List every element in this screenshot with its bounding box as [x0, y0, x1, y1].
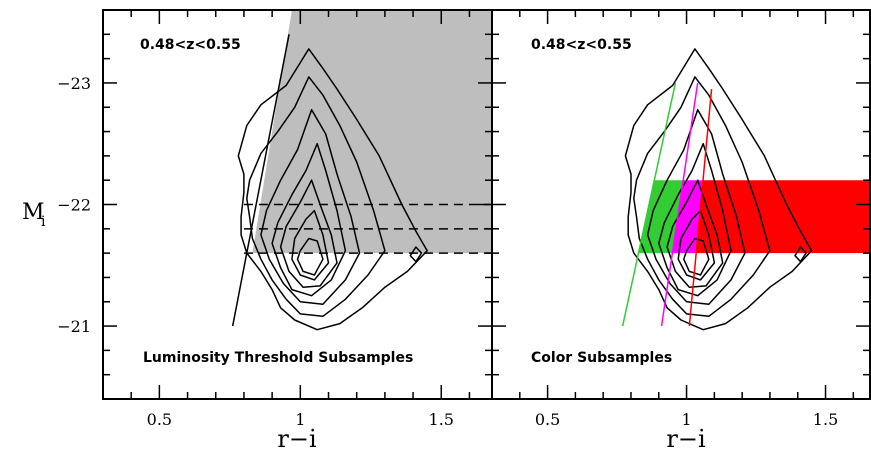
density-contour-level-7: [296, 237, 324, 276]
x-tick-label: 0.5: [147, 410, 172, 429]
left-subsample-label: Luminosity Threshold Subsamples: [143, 350, 413, 366]
density-contour-level-5: [279, 179, 338, 288]
red-color-band: [696, 180, 870, 254]
x-tick-label: 1: [295, 410, 305, 429]
density-contour-level-3: [260, 108, 361, 305]
right-subsample-label: Color Subsamples: [531, 350, 672, 366]
y-tick-label: −22: [57, 196, 91, 215]
green-color-band: [638, 180, 684, 254]
right-panel: 0.5 1 1.5: [491, 9, 871, 429]
left-x-axis-title: r−i: [277, 425, 317, 453]
density-contour-level-4: [271, 142, 347, 297]
y-tick-label: −23: [57, 74, 91, 93]
density-contour-level-6: [677, 209, 716, 281]
x-tick-label: 1.5: [429, 410, 454, 429]
density-contour-level-6: [291, 209, 330, 281]
magenta-color-cut-line: [660, 82, 699, 327]
right-x-axis-title: r−i: [666, 425, 706, 453]
panel-plot-area: [621, 48, 870, 331]
density-contour-level-1: [624, 48, 813, 331]
right-redshift-label: 0.48<z<0.55: [531, 37, 632, 53]
red-color-cut-line: [688, 88, 713, 327]
y-axis-title: M: [22, 200, 45, 225]
density-contour-level-8: [794, 246, 807, 263]
x-tick-label: 1: [681, 410, 691, 429]
magenta-color-band: [672, 180, 703, 254]
density-contour-level-2: [246, 76, 386, 318]
x-tick-label: 1.5: [813, 410, 838, 429]
density-contour-level-3: [646, 108, 746, 305]
density-contour-level-5: [666, 179, 724, 288]
color-cut-line: [231, 34, 290, 327]
y-tick-label: −21: [57, 317, 91, 336]
x-tick-label: 0.5: [535, 410, 560, 429]
left-redshift-label: 0.48<z<0.55: [140, 37, 241, 53]
luminosity-shaded-region: [252, 10, 492, 254]
density-contour-level-4: [658, 142, 732, 297]
panel-plot-area: [231, 10, 492, 331]
density-contour-level-7: [683, 237, 710, 276]
density-contour-level-8: [409, 246, 423, 263]
left-panel: 0.5 1 1.5 −23 −22 −21: [57, 9, 493, 429]
y-axis-title-subscript: i: [41, 214, 46, 230]
green-color-cut-line: [621, 82, 677, 327]
density-contour-level-1: [237, 48, 428, 331]
density-contour-level-2: [633, 76, 771, 318]
